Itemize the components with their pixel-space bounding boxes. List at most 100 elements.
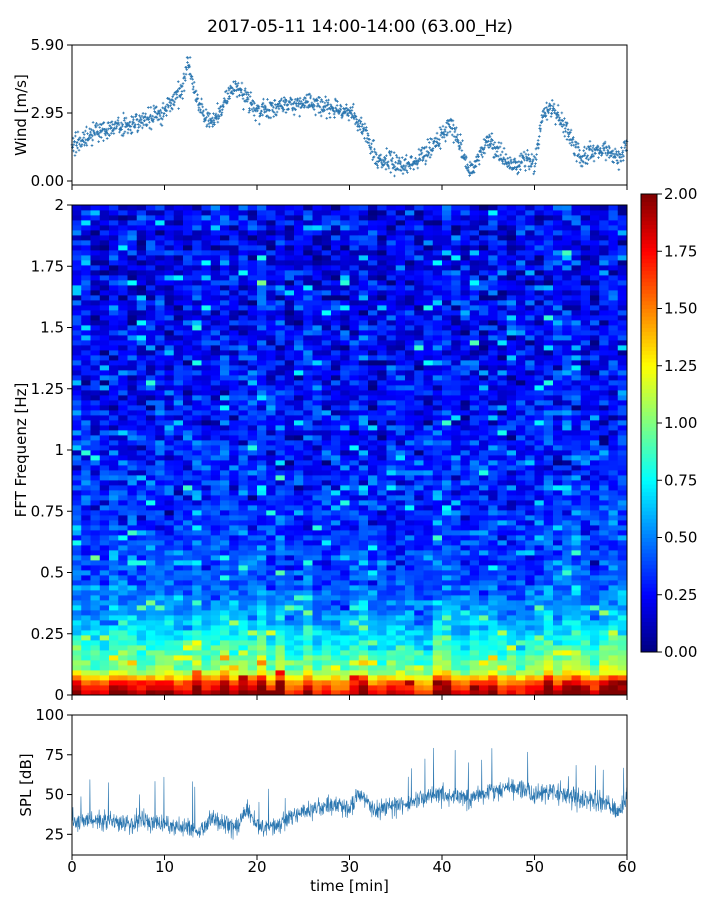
spectrogram-cell [136,210,147,216]
spectrogram-cell [349,615,360,621]
spectrogram-cell [257,455,267,461]
spectrogram-cell [90,345,101,351]
spectrogram-cell [275,610,286,616]
spectrogram-cell [368,545,378,551]
spectrogram-cell [257,630,267,636]
spectrogram-cell [183,505,193,511]
wind-point [280,97,283,101]
spectrogram-cell [99,315,110,321]
spectrogram-cell [136,340,147,346]
spectrogram-cell [173,630,184,636]
spectrogram-cell [284,675,295,681]
spectrogram-cell [303,220,313,226]
wind-point [250,107,254,111]
spectrogram-cell [155,270,165,276]
spectrogram-cell [81,245,91,251]
spectrogram-cell [118,525,128,531]
wind-point [587,158,590,161]
spectrogram-cell [109,685,119,691]
spectrogram-cell [118,625,128,631]
spectrogram-cell [136,530,147,536]
spectrogram-cell [229,315,239,321]
spectrogram-cell [220,340,230,346]
spectrogram-cell [90,375,101,381]
spectrogram-cell [192,335,202,341]
spectrogram-cell [118,485,128,491]
spectrogram-cell [312,665,323,671]
wind-point [304,96,307,100]
spectrogram-cell [257,545,267,551]
spectrogram-cell [72,450,82,456]
spectrogram-cell [294,490,304,496]
spectrogram-cell [201,225,212,231]
wind-point [554,123,557,126]
spectrogram-cell [358,485,369,491]
spectrogram-cell [229,470,239,476]
wind-point [261,101,265,105]
spectrogram-cell [220,640,230,646]
spectrogram-cell [155,240,165,246]
spectrogram-cell [303,590,313,596]
wind-point [245,100,249,103]
spectrogram-cell [395,565,406,571]
spectrogram-cell [183,565,193,571]
spectrogram-cell [321,470,332,476]
wind-point [559,121,563,125]
spectrogram-cell [386,690,397,696]
spectrogram-cell [81,510,91,516]
spectrogram-cell [257,540,267,546]
wind-point [542,108,545,112]
wind-point [288,100,292,104]
spectrogram-cell [155,245,165,251]
spectrogram-cell [377,490,387,496]
spectrogram-cell [247,285,258,291]
spectrogram-cell [90,540,101,546]
spectrogram-cell [321,680,332,686]
wind-point [302,98,305,102]
wind-point [384,157,387,161]
spectrogram-cell [201,480,212,486]
spectrogram-cell [136,365,147,371]
spectrogram-cell [386,470,397,476]
spectrogram-cell [377,620,387,626]
spectrogram-cell [349,390,360,396]
spectrogram-cell [173,615,184,621]
spectrogram-cell [377,205,387,211]
spectrogram-cell [386,565,397,571]
spectrogram-cell [173,275,184,281]
spectrogram-cell [118,690,128,696]
spectrogram-cell [321,560,332,566]
spectrogram-cell [164,555,175,561]
spectrogram-cell [358,495,369,501]
spectrogram-cell [331,340,341,346]
wind-point [104,127,108,131]
spectrogram-cell [303,465,313,471]
wind-point [550,112,554,116]
spectrogram-cell [368,210,378,216]
spectrogram-cell [127,335,138,341]
wind-point [566,128,570,131]
spectrogram-cell [173,310,184,316]
spectrogram-cell [321,275,332,281]
spectrogram-cell [358,260,369,266]
spectrogram-cell [220,645,230,651]
spectrogram-cell [99,320,110,326]
wind-point [264,105,267,109]
spectrogram-cell [99,365,110,371]
wind-point [597,156,600,159]
spectrogram-cell [257,290,267,296]
spectrogram-cell [155,250,165,256]
spectrogram-cell [192,605,202,611]
spectrogram-cell [127,515,138,521]
spectrogram-cell [220,605,230,611]
wind-point [472,171,476,174]
wind-point [249,91,253,94]
wind-point [556,115,559,119]
wind-point [544,114,548,117]
spectrogram-cell [72,570,82,576]
spectrogram-cell [284,465,295,471]
spectrogram-cell [395,485,406,491]
wind-point [382,160,386,164]
spectrogram-cell [173,210,184,216]
spectrogram-cell [118,560,128,566]
